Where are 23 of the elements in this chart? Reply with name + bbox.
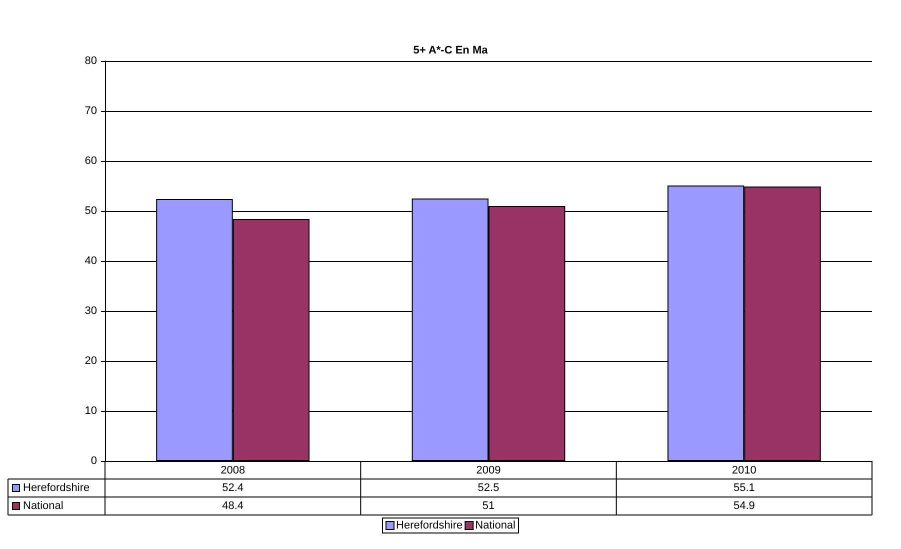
- x-tick-label: 2008: [220, 464, 246, 476]
- y-tick-label: 50: [84, 205, 97, 217]
- chart-title: 5+ A*-C En Ma: [413, 44, 489, 56]
- legend-label: Herefordshire: [396, 520, 463, 532]
- data-label: 52.4: [222, 482, 244, 494]
- data-label: 48.4: [222, 500, 244, 512]
- y-tick-label: 70: [84, 105, 97, 117]
- x-tick-label: 2009: [476, 464, 501, 476]
- legend-label: National: [475, 520, 516, 532]
- x-tick-label: 2010: [732, 464, 756, 476]
- data-label: 51: [482, 500, 495, 512]
- y-tick-label: 10: [84, 405, 97, 417]
- data-label: 54.9: [733, 500, 755, 512]
- y-tick-label: 60: [84, 155, 97, 167]
- data-label: 55.1: [733, 482, 755, 494]
- text: Herefordshire: [23, 482, 90, 494]
- y-tick-label: 20: [84, 355, 97, 367]
- y-tick-label: 40: [84, 255, 97, 267]
- y-tick-label: 80: [84, 55, 97, 67]
- data-label: 52.5: [478, 482, 500, 494]
- text: National: [23, 500, 64, 512]
- y-tick-label: 30: [84, 305, 97, 317]
- y-tick-label: 0: [90, 455, 97, 467]
